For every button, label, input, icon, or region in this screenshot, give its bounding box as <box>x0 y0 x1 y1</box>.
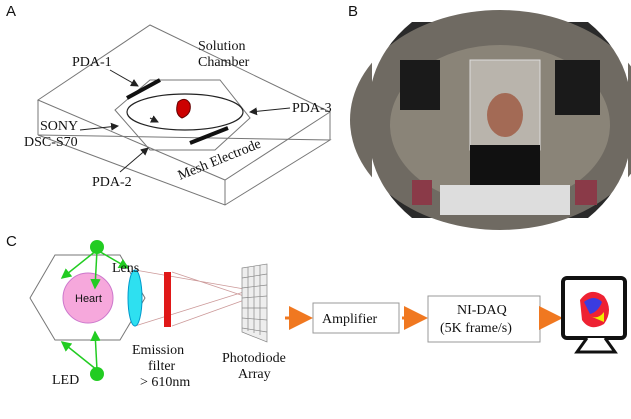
label: SONY <box>40 119 78 134</box>
panel-label: A <box>6 3 16 20</box>
label: PDA-1 <box>72 55 112 70</box>
label: Heart <box>75 293 102 305</box>
panel-label: B <box>348 3 358 20</box>
label: filter <box>148 359 176 374</box>
label: PDA-2 <box>92 175 132 190</box>
panel-label: C <box>6 233 17 250</box>
label: Chamber <box>198 55 250 70</box>
label: (5K frame/s) <box>440 321 512 336</box>
label: PDA-3 <box>292 101 332 116</box>
chamber-box <box>36 24 332 206</box>
label: > 610nm <box>140 375 190 390</box>
label: Array <box>238 367 271 382</box>
photo <box>350 10 631 230</box>
label: NI-DAQ <box>457 303 507 318</box>
label: DSC-S70 <box>24 135 78 150</box>
label: LED <box>52 373 79 388</box>
label: Emission <box>132 343 184 358</box>
label: Lens <box>112 261 139 276</box>
label: Photodiode <box>222 351 286 366</box>
label: Solution <box>198 39 245 54</box>
label: Mesh Electrode <box>176 137 263 184</box>
optics <box>29 240 627 381</box>
label: Amplifier <box>322 312 378 327</box>
